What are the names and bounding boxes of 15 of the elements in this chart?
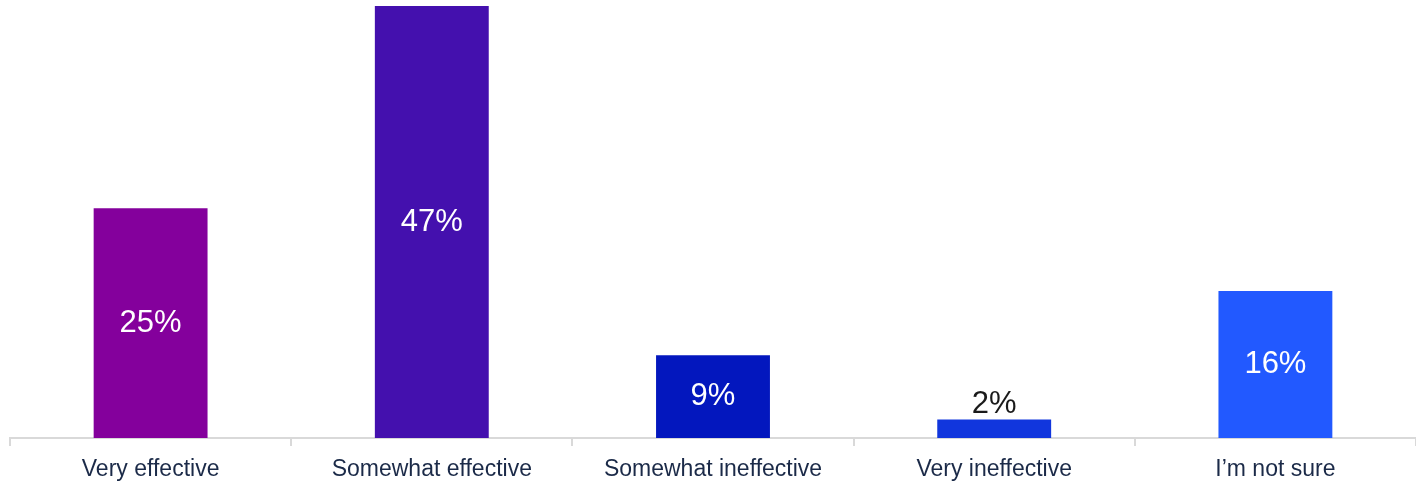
data-label: 25% [119,303,182,339]
bar [1218,290,1333,438]
x-tick-label: Somewhat effective [331,454,532,481]
bar [93,208,208,438]
x-tick-label: Very effective [81,454,220,481]
bar [656,355,770,438]
data-label: 47% [400,202,463,238]
x-tick-label: Very ineffective [916,454,1072,481]
data-label: 16% [1244,345,1307,381]
data-label: 9% [690,377,736,413]
bar [374,6,489,438]
data-label: 2% [971,385,1017,421]
x-tick-label: Somewhat ineffective [603,454,823,481]
x-tick-label: I’m not sure [1215,454,1336,481]
bar [937,419,1052,438]
